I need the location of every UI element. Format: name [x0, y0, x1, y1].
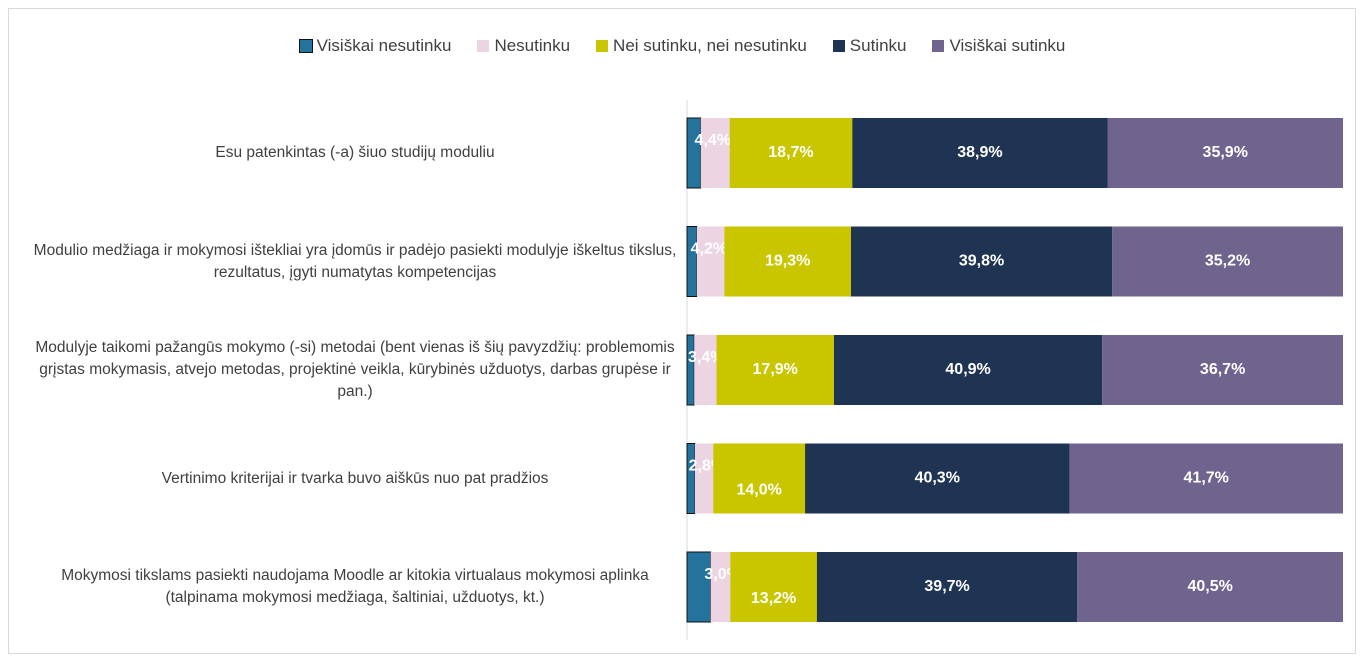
bar-segment — [694, 443, 714, 514]
bar-segment — [730, 552, 817, 622]
category-label: Mokymosi tikslams pasiekti naudojama Moo… — [61, 567, 649, 606]
bar-segment — [724, 226, 851, 297]
legend-swatch — [477, 40, 490, 52]
category-label: Vertinimo kriterijai ir tvarka buvo aišk… — [161, 469, 549, 487]
data-label: 41,7% — [1184, 470, 1229, 487]
legend-item: Visiškai nesutinku — [298, 36, 452, 56]
category-label: Modulyje taikomi pažangūs mokymo (-si) m… — [35, 339, 675, 400]
data-label: 40,5% — [1187, 578, 1232, 595]
bar-segment — [805, 443, 1070, 514]
data-label: 35,2% — [1205, 253, 1250, 270]
bar-segment — [729, 118, 853, 188]
data-label: 39,8% — [959, 253, 1004, 270]
legend-swatch — [596, 40, 609, 52]
data-label: 40,3% — [915, 470, 960, 487]
data-label: 38,9% — [957, 144, 1002, 161]
bar-segment — [710, 552, 731, 622]
data-label: 17,9% — [753, 361, 798, 378]
bar-segment — [716, 335, 834, 405]
data-label: 40,9% — [945, 361, 990, 378]
legend-item: Nesutinku — [477, 36, 570, 56]
bar-segment — [1112, 226, 1343, 297]
data-label: 4,2% — [691, 241, 727, 258]
legend-label: Visiškai nesutinku — [316, 36, 452, 55]
legend: Visiškai nesutinku Nesutinku Nei sutinku, … — [0, 36, 1365, 56]
bar-segment — [700, 118, 730, 188]
data-label: 19,3% — [765, 253, 810, 270]
legend-label: Nei sutinku, nei nesutinku — [613, 36, 807, 55]
bar-segment — [816, 552, 1078, 622]
data-label: 13,2% — [751, 590, 796, 607]
category-label: Modulio medžiaga ir mokymosi ištekliai y… — [33, 241, 677, 281]
bar-segment — [694, 335, 717, 405]
data-label: 39,7% — [924, 578, 969, 595]
data-label: 4,4% — [695, 132, 731, 149]
legend-swatch — [932, 40, 945, 52]
bar-segment — [1107, 118, 1343, 188]
legend-label: Nesutinku — [494, 36, 571, 55]
bar-segment — [686, 443, 696, 514]
bar-segment — [852, 118, 1108, 188]
bar-segment — [686, 117, 702, 189]
data-label: 36,7% — [1200, 361, 1245, 378]
legend-label: Sutinku — [849, 36, 907, 55]
legend-item: Visiškai sutinku — [932, 36, 1065, 56]
data-label: 18,7% — [768, 144, 813, 161]
data-label: 35,9% — [1203, 144, 1248, 161]
bar-segment — [713, 443, 806, 514]
bar-segment — [1069, 443, 1343, 514]
bar-segment — [686, 551, 712, 623]
chart-frame — [8, 8, 1356, 654]
bar-segment — [686, 226, 698, 297]
legend-swatch — [298, 39, 313, 53]
bar-segment — [1077, 552, 1343, 622]
data-label: 14,0% — [736, 482, 781, 499]
bar-segment — [833, 335, 1103, 405]
bar-segment — [851, 226, 1113, 297]
legend-item: Sutinku — [832, 36, 907, 56]
legend-item: Nei sutinku, nei nesutinku — [596, 36, 807, 56]
category-label: Esu patenkintas (-a) šiuo studijų moduli… — [215, 144, 495, 161]
bar-segment — [686, 334, 695, 406]
legend-swatch — [832, 40, 845, 52]
bar-segment — [696, 226, 725, 297]
legend-label: Visiškai sutinku — [949, 36, 1066, 55]
data-label: 3,4% — [688, 349, 724, 366]
bar-segment — [1102, 335, 1343, 405]
